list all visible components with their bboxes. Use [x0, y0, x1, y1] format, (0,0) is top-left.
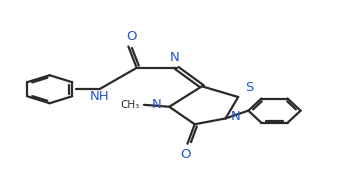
Text: N: N: [151, 98, 161, 111]
Text: CH₃: CH₃: [120, 100, 139, 110]
Text: NH: NH: [90, 90, 109, 103]
Text: N: N: [231, 110, 241, 123]
Text: O: O: [126, 30, 136, 43]
Text: N: N: [170, 51, 179, 64]
Text: S: S: [245, 81, 253, 94]
Text: O: O: [181, 148, 191, 161]
